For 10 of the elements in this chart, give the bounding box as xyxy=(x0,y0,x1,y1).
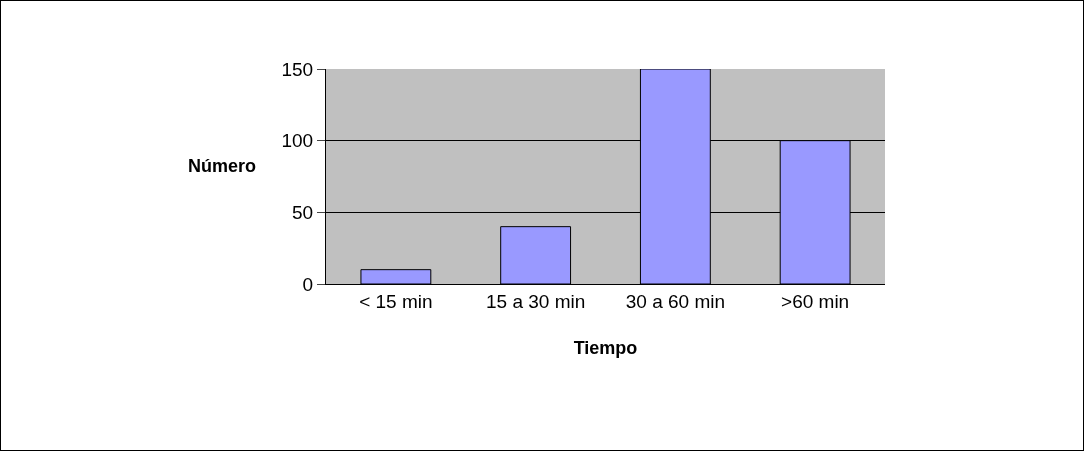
y-axis-title: Número xyxy=(188,156,257,176)
x-tick-label: < 15 min xyxy=(359,290,433,312)
x-tick-label: >60 min xyxy=(781,290,850,312)
y-tick-label: 50 xyxy=(292,201,314,223)
x-axis-title: Tiempo xyxy=(573,337,638,358)
x-tick-label: 30 a 60 min xyxy=(625,290,726,312)
y-tick-label: 0 xyxy=(302,273,314,295)
y-tick-label: 150 xyxy=(281,58,314,80)
y-tick-label: 100 xyxy=(281,130,314,152)
x-tick-label: 15 a 30 min xyxy=(485,290,586,312)
